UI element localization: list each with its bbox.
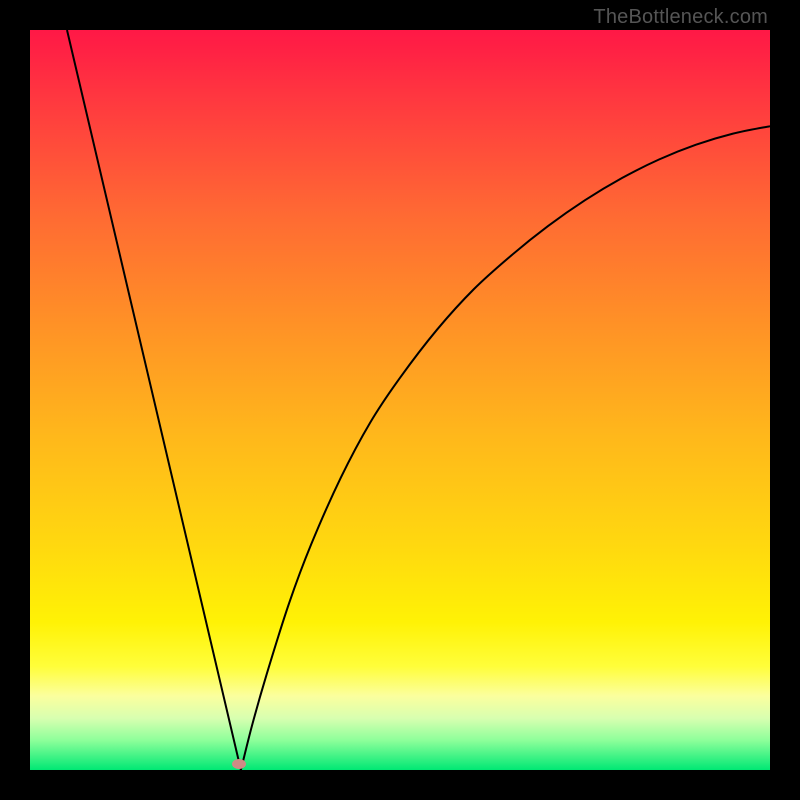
- watermark-text: TheBottleneck.com: [593, 6, 768, 29]
- optimum-marker: [232, 759, 246, 769]
- plot-area: [30, 30, 770, 770]
- chart-frame: TheBottleneck.com: [0, 0, 800, 800]
- bottleneck-curve: [30, 30, 770, 770]
